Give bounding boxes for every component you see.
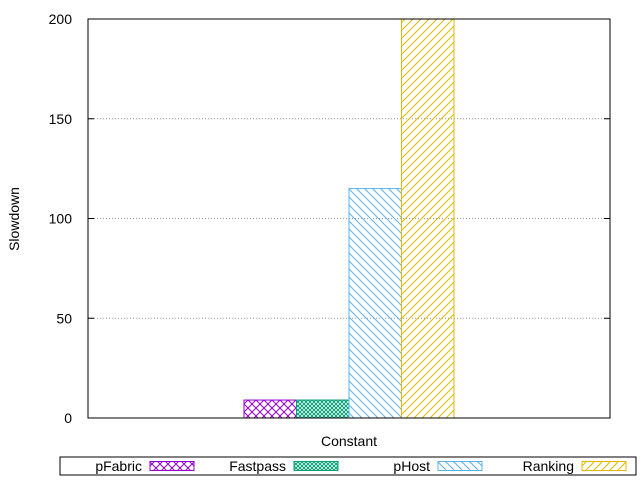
- legend-swatch-ranking: [581, 461, 627, 471]
- legend-label-phost: pHost: [393, 458, 430, 474]
- legend: pFabric Fastpass pHost Ranking: [59, 456, 637, 476]
- bar-pfabric: [243, 399, 297, 419]
- bars: [243, 18, 455, 419]
- y-axis-label: Slowdown: [6, 187, 22, 251]
- bar-ranking: [401, 18, 455, 419]
- y-tick-label: 50: [56, 310, 72, 326]
- bar-fastpass: [296, 399, 350, 419]
- x-axis-ticks: Constant: [321, 433, 377, 449]
- x-tick-label: Constant: [321, 433, 377, 449]
- y-axis-ticks: 0 50 100 150 200: [49, 11, 610, 426]
- legend-label-fastpass: Fastpass: [229, 458, 286, 474]
- y-tick-label: 100: [49, 211, 73, 227]
- y-tick-label: 0: [64, 410, 72, 426]
- legend-swatch-fastpass: [293, 461, 339, 471]
- y-tick-label: 200: [49, 11, 73, 27]
- legend-box: [59, 456, 637, 476]
- y-tick-label: 150: [49, 111, 73, 127]
- legend-label-ranking: Ranking: [523, 458, 574, 474]
- legend-swatch-pfabric: [149, 461, 195, 471]
- legend-swatch-phost: [437, 461, 483, 471]
- legend-label-pfabric: pFabric: [95, 458, 142, 474]
- bar-phost: [348, 188, 402, 419]
